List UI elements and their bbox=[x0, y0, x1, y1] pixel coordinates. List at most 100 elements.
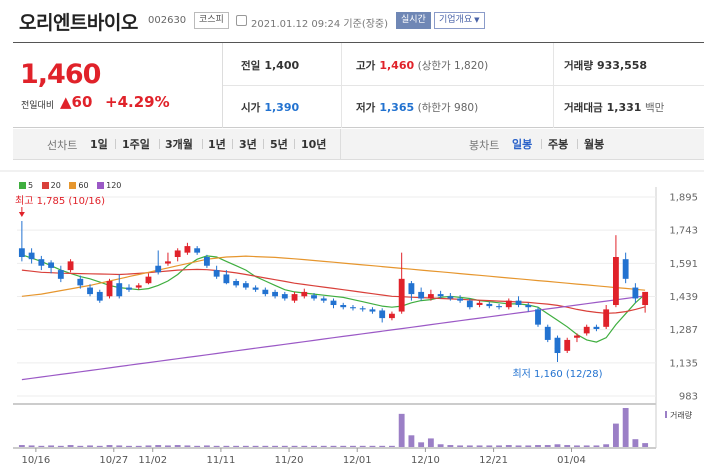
legend-label: 60 bbox=[78, 181, 89, 190]
ma-line-5 bbox=[21, 254, 646, 343]
volume-bar bbox=[612, 423, 619, 447]
candle-body bbox=[622, 259, 629, 279]
candle-body bbox=[418, 291, 425, 299]
volume-bar bbox=[145, 445, 152, 447]
candle-body bbox=[359, 308, 366, 310]
volume-bar bbox=[87, 445, 93, 447]
volume-bar bbox=[359, 445, 366, 447]
candle-body bbox=[369, 309, 376, 312]
current-price: 1,460 bbox=[20, 59, 101, 90]
candle-body bbox=[486, 303, 493, 307]
stock-name: 오리엔트바이오 bbox=[19, 12, 138, 34]
volume-bar bbox=[320, 445, 327, 447]
candle-body bbox=[447, 296, 454, 299]
volume-bar bbox=[106, 445, 113, 447]
legend-swatch bbox=[97, 182, 105, 189]
volume-bar bbox=[18, 445, 25, 447]
company-info-button[interactable]: 기업개요 ▼ bbox=[434, 12, 485, 29]
legend-label: 120 bbox=[106, 181, 122, 190]
volume-bar bbox=[544, 445, 551, 447]
candle-body bbox=[38, 259, 45, 266]
candle-body bbox=[544, 326, 551, 340]
y-tick-label: 1,287 bbox=[669, 325, 698, 336]
candle-body bbox=[603, 309, 610, 327]
candle-body bbox=[632, 287, 639, 299]
period-10year[interactable]: 10년 bbox=[301, 138, 327, 151]
volume-bar bbox=[408, 435, 415, 447]
volume-bar bbox=[389, 445, 395, 447]
period-1year[interactable]: 1년 bbox=[208, 138, 226, 151]
volume-bar bbox=[418, 442, 425, 447]
divider bbox=[577, 139, 578, 149]
volume-bar bbox=[340, 445, 347, 447]
volume-bar bbox=[135, 445, 142, 447]
period-1day[interactable]: 1일 bbox=[90, 138, 108, 151]
candle-monthly[interactable]: 월봉 bbox=[584, 138, 605, 151]
candle-body bbox=[466, 300, 473, 308]
volume-bar bbox=[96, 445, 103, 447]
period-5year[interactable]: 5년 bbox=[270, 138, 288, 151]
candle-weekly[interactable]: 주봉 bbox=[548, 138, 569, 151]
period-3month[interactable]: 3개월 bbox=[165, 138, 193, 151]
candle-body bbox=[408, 283, 415, 295]
volume-bar bbox=[437, 444, 444, 447]
volume-bar bbox=[28, 445, 35, 447]
volume-bar bbox=[291, 445, 298, 447]
low-arrow-head bbox=[554, 344, 561, 349]
high-label: 고가 bbox=[356, 60, 376, 72]
divider bbox=[340, 129, 341, 160]
ma-legend: 5 20 60 120 bbox=[19, 181, 127, 190]
volume-bar bbox=[505, 445, 512, 447]
volume-bar bbox=[165, 445, 171, 447]
upper-limit: (상한가 1,820) bbox=[417, 60, 489, 72]
volume-bar bbox=[574, 445, 580, 447]
volume-bar bbox=[330, 445, 337, 447]
amount-label: 거래대금 bbox=[564, 102, 603, 114]
ma-line-120 bbox=[21, 295, 646, 381]
high-annotation: 최고 1,785 (10/16) bbox=[15, 195, 105, 207]
candle-body bbox=[242, 283, 249, 288]
y-tick-label: 1,135 bbox=[669, 358, 698, 369]
volume-bar bbox=[242, 445, 249, 447]
volume-label: 거래량 bbox=[564, 60, 593, 72]
volume-bar bbox=[233, 445, 240, 447]
period-1week[interactable]: 1주일 bbox=[122, 138, 150, 151]
volume-bar bbox=[174, 445, 181, 447]
x-tick-label: 11/11 bbox=[206, 455, 235, 466]
volume-bar bbox=[369, 445, 376, 447]
candle-body bbox=[350, 307, 356, 309]
candle-daily[interactable]: 일봉 bbox=[512, 138, 533, 151]
volume-bar bbox=[564, 445, 571, 447]
amount-value: 1,331 bbox=[606, 101, 642, 114]
candle-body bbox=[77, 278, 84, 286]
candle-body bbox=[525, 305, 532, 308]
volume-bar bbox=[155, 445, 162, 447]
legend-ma60: 60 bbox=[69, 181, 89, 190]
y-tick-label: 1,743 bbox=[669, 226, 698, 237]
candle-body bbox=[203, 257, 210, 266]
candle-body bbox=[48, 262, 55, 268]
y-tick-label: 1,591 bbox=[669, 259, 698, 270]
candle-body bbox=[320, 298, 327, 301]
candle-body bbox=[612, 257, 619, 306]
low-price: 저가 1,365 (하한가 980) bbox=[356, 100, 478, 115]
divider bbox=[115, 139, 116, 149]
divider bbox=[263, 139, 264, 149]
candle-body bbox=[564, 339, 571, 351]
lower-limit: (하한가 980) bbox=[417, 102, 479, 114]
divider bbox=[541, 139, 542, 149]
high-arrow-head bbox=[18, 212, 25, 217]
volume-bar bbox=[281, 445, 288, 447]
period-3year[interactable]: 3년 bbox=[239, 138, 257, 151]
trade-amount: 거래대금 1,331 백만 bbox=[564, 100, 664, 115]
divider bbox=[159, 139, 160, 149]
prev-close: 전일 1,400 bbox=[241, 58, 299, 73]
volume-label: 거래량 bbox=[670, 410, 693, 420]
candle-body bbox=[272, 291, 278, 297]
volume-bar bbox=[398, 413, 405, 447]
volume-bar bbox=[603, 444, 610, 447]
volume-bar bbox=[535, 445, 541, 447]
low-label: 저가 bbox=[356, 102, 376, 114]
volume-bar bbox=[203, 445, 210, 447]
